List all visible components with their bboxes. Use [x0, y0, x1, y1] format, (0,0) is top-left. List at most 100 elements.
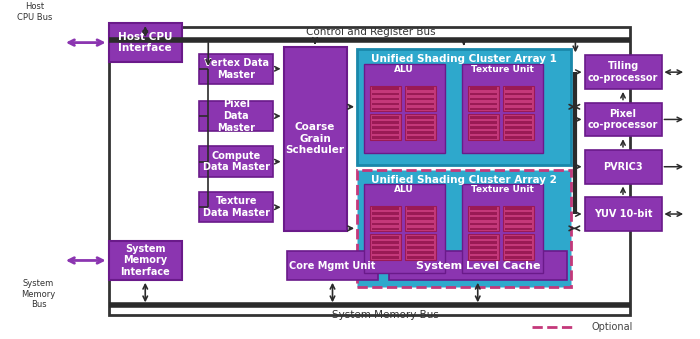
Bar	[372, 103, 399, 105]
Bar	[372, 241, 399, 244]
Bar	[468, 205, 499, 231]
Bar	[370, 86, 401, 111]
Text: Tiling
co-processor: Tiling co-processor	[588, 61, 658, 83]
Bar	[372, 222, 399, 225]
Bar	[470, 236, 497, 239]
Bar	[470, 126, 497, 129]
Bar	[372, 116, 399, 119]
Text: ALU: ALU	[394, 65, 414, 74]
Bar	[372, 256, 399, 259]
Bar	[372, 136, 399, 139]
Bar	[470, 256, 497, 259]
Bar	[407, 116, 434, 119]
Bar	[584, 55, 662, 89]
Bar	[407, 256, 434, 259]
Text: Host CPU
Interface: Host CPU Interface	[118, 32, 172, 54]
Bar	[372, 236, 399, 239]
Text: Vertex Data
Master: Vertex Data Master	[204, 58, 269, 80]
Bar	[357, 48, 570, 165]
Bar	[505, 131, 532, 134]
Bar	[470, 108, 497, 110]
Bar	[503, 114, 534, 140]
Bar	[505, 126, 532, 129]
Bar	[372, 218, 399, 220]
Bar	[470, 227, 497, 230]
Bar	[468, 234, 499, 260]
Bar	[284, 47, 346, 231]
Bar	[470, 241, 497, 244]
Bar	[287, 251, 378, 280]
Bar	[503, 86, 534, 111]
Bar	[470, 116, 497, 119]
Bar	[470, 93, 497, 95]
Bar	[505, 103, 532, 105]
Bar	[505, 213, 532, 215]
Bar	[505, 246, 532, 249]
Text: YUV 10-bit: YUV 10-bit	[594, 209, 652, 219]
Bar	[505, 116, 532, 119]
Bar	[470, 246, 497, 249]
Text: Compute
Data Master: Compute Data Master	[203, 151, 270, 173]
Bar	[462, 64, 542, 153]
Text: System
Memory
Interface: System Memory Interface	[120, 244, 170, 277]
Text: Pixel
Data
Master: Pixel Data Master	[217, 99, 256, 133]
Bar	[505, 108, 532, 110]
Bar	[370, 234, 401, 260]
Bar	[405, 205, 436, 231]
Text: Unified Shading Cluster Array 2: Unified Shading Cluster Array 2	[371, 175, 556, 185]
Text: System Memory Bus: System Memory Bus	[332, 311, 438, 320]
Bar	[505, 222, 532, 225]
Bar	[470, 136, 497, 139]
Bar	[407, 98, 434, 100]
Bar	[357, 170, 570, 287]
Bar	[505, 207, 532, 210]
Bar	[407, 241, 434, 244]
Bar	[505, 218, 532, 220]
Bar	[370, 205, 401, 231]
Bar	[108, 26, 630, 315]
Bar	[470, 213, 497, 215]
Text: Coarse
Grain
Scheduler: Coarse Grain Scheduler	[286, 122, 344, 156]
Bar	[407, 121, 434, 124]
Bar	[505, 93, 532, 95]
Bar	[407, 131, 434, 134]
Text: Core Mgmt Unit: Core Mgmt Unit	[289, 261, 376, 271]
Bar	[470, 222, 497, 225]
Bar	[407, 126, 434, 129]
Text: ALU: ALU	[394, 185, 414, 194]
Bar	[407, 93, 434, 95]
Bar	[405, 234, 436, 260]
Bar	[372, 251, 399, 254]
Bar	[468, 86, 499, 111]
Bar	[372, 93, 399, 95]
Bar	[505, 87, 532, 90]
Bar	[407, 87, 434, 90]
Bar	[372, 121, 399, 124]
Bar	[199, 192, 273, 222]
Bar	[364, 184, 444, 273]
Bar	[407, 207, 434, 210]
Bar	[505, 136, 532, 139]
Bar	[505, 227, 532, 230]
Bar	[389, 251, 567, 280]
Bar	[470, 218, 497, 220]
Bar	[470, 98, 497, 100]
Bar	[462, 184, 542, 273]
Bar	[584, 197, 662, 231]
Bar	[407, 222, 434, 225]
Text: Texture
Data Master: Texture Data Master	[203, 197, 270, 218]
Bar	[505, 256, 532, 259]
Bar	[199, 101, 273, 131]
Bar	[503, 234, 534, 260]
Bar	[372, 98, 399, 100]
Text: PVRIC3: PVRIC3	[603, 162, 643, 172]
Bar	[470, 121, 497, 124]
Bar	[372, 207, 399, 210]
Text: Pixel
co-processor: Pixel co-processor	[588, 108, 658, 130]
Bar	[407, 246, 434, 249]
Bar	[407, 136, 434, 139]
Bar	[108, 241, 182, 280]
Bar	[372, 126, 399, 129]
Bar	[372, 246, 399, 249]
Bar	[470, 103, 497, 105]
